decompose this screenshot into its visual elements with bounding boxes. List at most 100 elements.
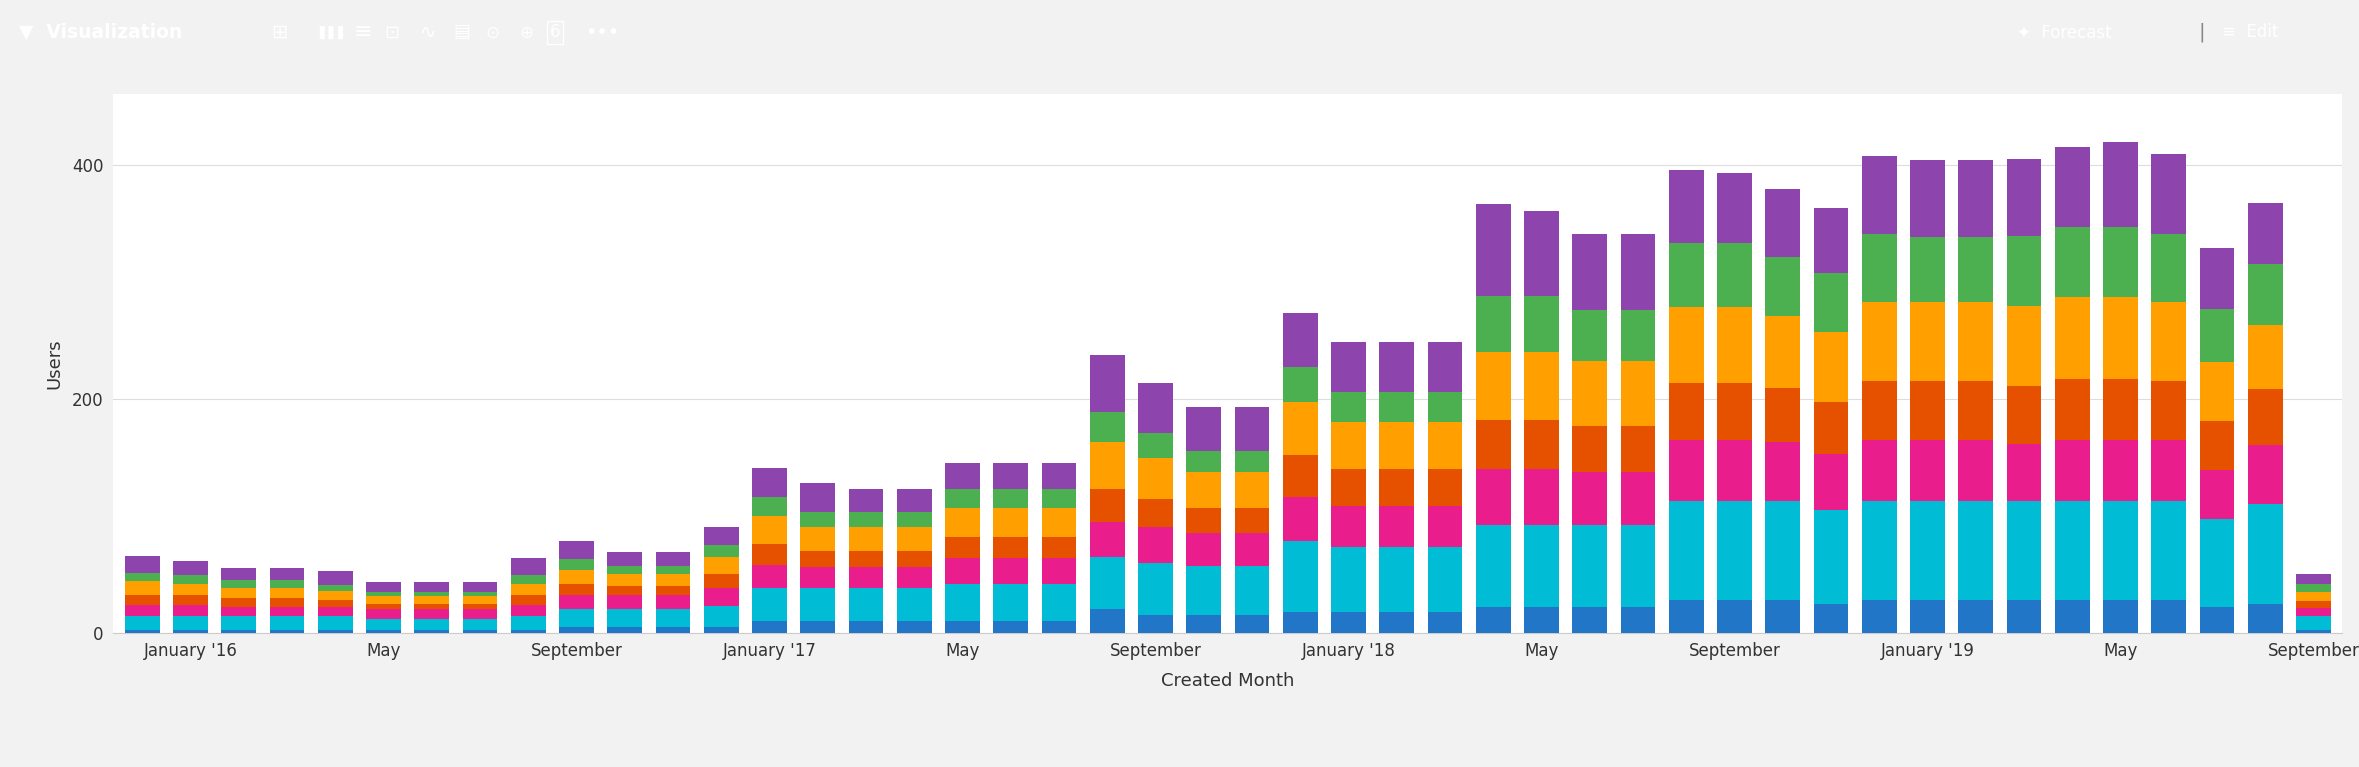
Bar — [2248, 203, 2284, 264]
Bar — [1090, 609, 1125, 633]
Bar — [1765, 388, 1800, 442]
Bar — [318, 591, 351, 600]
Bar — [1573, 361, 1606, 426]
Bar — [125, 581, 160, 595]
Bar — [993, 558, 1029, 584]
Bar — [512, 617, 545, 630]
Bar — [1043, 558, 1076, 584]
Bar — [559, 595, 594, 609]
Bar — [222, 607, 257, 617]
Bar — [366, 597, 401, 604]
Bar — [1330, 343, 1366, 392]
Bar — [946, 558, 979, 584]
Bar — [269, 630, 304, 633]
Bar — [2295, 608, 2331, 617]
Bar — [1187, 533, 1222, 566]
Bar — [896, 551, 932, 568]
Bar — [2104, 439, 2137, 501]
Bar — [703, 588, 738, 606]
Bar — [1427, 612, 1463, 633]
Bar — [606, 609, 642, 627]
Bar — [1283, 497, 1319, 542]
Bar — [415, 604, 448, 609]
Bar — [1477, 295, 1510, 352]
Bar — [1090, 412, 1125, 442]
Bar — [1283, 542, 1319, 612]
Bar — [559, 584, 594, 595]
Bar — [2199, 248, 2234, 308]
Bar — [1330, 548, 1366, 612]
Bar — [1427, 548, 1463, 612]
Bar — [2055, 600, 2090, 633]
Bar — [896, 489, 932, 512]
Bar — [946, 489, 979, 508]
Bar — [1814, 604, 1849, 633]
Bar — [222, 617, 257, 630]
Bar — [2104, 226, 2137, 297]
Bar — [2104, 501, 2137, 600]
Bar — [993, 621, 1029, 633]
Bar — [172, 617, 208, 630]
Bar — [1958, 439, 1993, 501]
Bar — [606, 627, 642, 633]
Bar — [1668, 308, 1703, 384]
Bar — [1668, 170, 1703, 243]
Bar — [1380, 343, 1413, 392]
Bar — [222, 630, 257, 633]
Bar — [1814, 454, 1849, 510]
Bar — [1090, 442, 1125, 489]
Bar — [1524, 212, 1559, 295]
Bar — [1911, 439, 1944, 501]
Bar — [318, 630, 351, 633]
Bar — [1911, 237, 1944, 301]
Bar — [512, 595, 545, 604]
Bar — [1137, 433, 1172, 459]
Bar — [1668, 600, 1703, 633]
Bar — [269, 607, 304, 617]
Bar — [800, 568, 835, 588]
Bar — [896, 621, 932, 633]
Bar — [366, 582, 401, 592]
Bar — [1524, 469, 1559, 525]
Bar — [896, 528, 932, 551]
X-axis label: Created Month: Created Month — [1161, 672, 1295, 690]
Bar — [1861, 600, 1897, 633]
Bar — [1621, 472, 1656, 525]
Text: ⊙: ⊙ — [486, 24, 500, 41]
Bar — [849, 489, 882, 512]
Bar — [1911, 381, 1944, 439]
Bar — [993, 584, 1029, 621]
Bar — [1717, 439, 1753, 501]
Bar — [269, 597, 304, 607]
Bar — [512, 630, 545, 633]
Bar — [2008, 236, 2041, 306]
Bar — [656, 552, 691, 566]
Bar — [703, 545, 738, 557]
Bar — [125, 573, 160, 581]
Bar — [1958, 501, 1993, 600]
Bar — [1717, 308, 1753, 384]
Bar — [125, 630, 160, 633]
Bar — [1427, 392, 1463, 422]
Bar — [1283, 612, 1319, 633]
Bar — [172, 604, 208, 617]
Text: ≡  Edit: ≡ Edit — [2222, 24, 2279, 41]
Bar — [2151, 234, 2187, 301]
Bar — [1765, 257, 1800, 315]
Bar — [1330, 506, 1366, 548]
Bar — [2055, 439, 2090, 501]
Bar — [946, 463, 979, 489]
Bar — [1330, 392, 1366, 422]
Bar — [1330, 612, 1366, 633]
Bar — [2199, 607, 2234, 633]
Bar — [222, 597, 257, 607]
Bar — [946, 621, 979, 633]
Bar — [2151, 600, 2187, 633]
Bar — [222, 568, 257, 580]
Bar — [656, 595, 691, 609]
Bar — [606, 552, 642, 566]
Bar — [1861, 501, 1897, 600]
Bar — [2199, 519, 2234, 607]
Bar — [1621, 426, 1656, 472]
Bar — [1234, 407, 1269, 451]
